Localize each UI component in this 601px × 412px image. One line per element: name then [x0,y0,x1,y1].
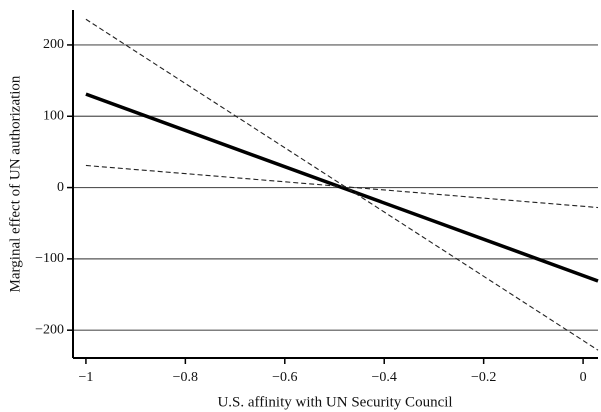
y-axis-title: Marginal effect of UN authorization [7,75,23,292]
y-tick-label: 200 [43,37,64,52]
x-axis-title: U.S. affinity with UN Security Council [217,394,452,410]
x-tick-label: 0 [580,370,587,385]
series-line [85,92,599,283]
y-tick-label: 0 [57,180,64,195]
x-tick-label: −0.8 [173,370,198,385]
series-line [85,18,599,351]
series-line [85,164,599,209]
y-tick-label: 100 [43,108,64,123]
x-tick-label: −0.6 [272,370,297,385]
x-tick-label: −0.4 [372,370,397,385]
y-tick-label: −200 [35,322,64,337]
y-tick-label: −100 [35,251,64,266]
x-tick-label: −1 [78,370,93,385]
x-tick-label: −0.2 [471,370,496,385]
